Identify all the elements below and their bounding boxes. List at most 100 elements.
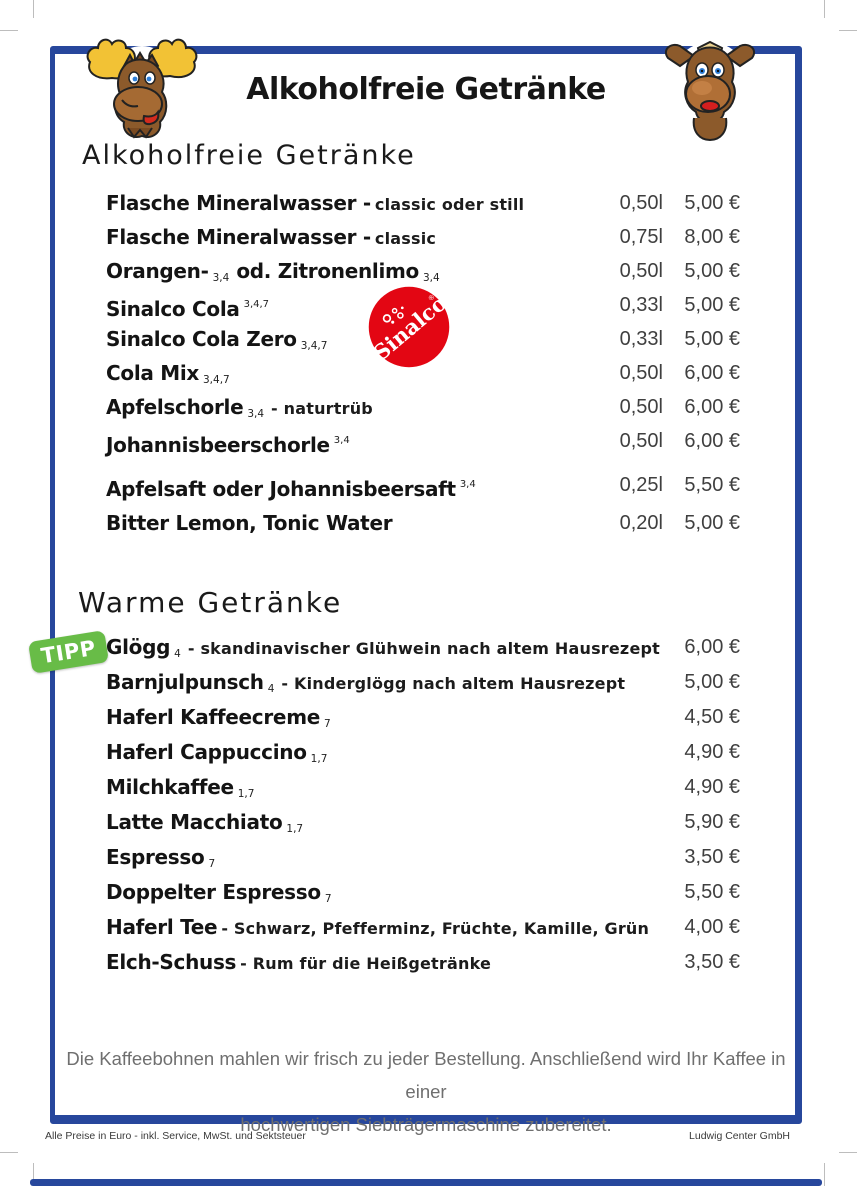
menu-item-row: Apfelschorle 3,4 - naturtrüb 0,50l 6,00 €: [106, 390, 740, 424]
menu-item-row: Barnjulpunsch 4 - Kinderglögg nach altem H…: [106, 665, 740, 700]
item-footnote-mark: 3,4,7: [203, 374, 230, 386]
item-price: 4,50 €: [684, 706, 740, 728]
item-description: - naturtrüb: [271, 399, 373, 418]
item-price: 5,00 €: [684, 192, 740, 214]
item-description: - Kinderglögg nach altem Hausrezept: [281, 674, 626, 693]
item-price: 4,90 €: [684, 741, 740, 763]
menu-item-row: Apfelsaft oder Johannisbeersaft 3,4 0,25l…: [106, 468, 740, 502]
item-price: 4,90 €: [684, 776, 740, 798]
item-size: 0,33l: [619, 328, 663, 350]
item-name: Barnjulpunsch: [106, 670, 264, 694]
crop-mark: [824, 0, 825, 18]
item-name: Glögg: [106, 635, 171, 659]
item-footnote-mark: 4: [174, 648, 181, 660]
item-price: 3,50 €: [684, 951, 740, 973]
menu-item-row: Glögg 4 - skandinavischer Glühwein nach al…: [106, 630, 740, 665]
crop-mark: [839, 30, 857, 31]
item-description: - Rum für die Heißgetränke: [240, 954, 492, 973]
item-description: classic: [374, 229, 437, 248]
item-description: - Schwarz, Pfefferminz, Früchte, Kamille…: [221, 919, 650, 938]
section-warm-heading: Warme Getränke: [78, 586, 343, 619]
item-name: Orangen-: [106, 259, 209, 283]
menu-item-row: Flasche Mineralwasser - classic oder stil…: [106, 186, 740, 220]
item-footnote-mark: 7: [324, 718, 331, 730]
item-price: 5,00 €: [684, 294, 740, 316]
menu-item-row: Sinalco Cola Zero 3,4,7 0,33l 5,00 €: [106, 322, 740, 356]
crop-mark: [839, 1152, 857, 1153]
item-footnote-mark: 3,4: [247, 408, 265, 420]
item-size: 0,75l: [619, 226, 663, 248]
item-footnote-mark: 3,4: [459, 479, 476, 490]
item-price: 6,00 €: [684, 362, 740, 384]
item-name: Haferl Tee: [106, 915, 218, 939]
item-name: Flasche Mineralwasser -: [106, 191, 371, 215]
item-price: 5,00 €: [684, 260, 740, 282]
crop-mark: [33, 1163, 34, 1186]
item-name: Milchkaffee: [106, 775, 234, 799]
item-name: Espresso: [106, 845, 205, 869]
item-footnote-mark: 1,7: [286, 823, 304, 835]
menu-item-row: Espresso 7 3,50 €: [106, 840, 740, 875]
item-size: 0,50l: [619, 260, 663, 282]
menu-item-row: Bitter Lemon, Tonic Water 0,20l 5,00 €: [106, 506, 740, 540]
item-footnote-mark: 3,4: [423, 272, 440, 284]
sinalco-registered-mark: ®: [426, 293, 436, 303]
item-price: 6,00 €: [684, 396, 740, 418]
item-name: Elch-Schuss: [106, 950, 237, 974]
page-border-frame: [50, 46, 802, 1124]
item-price: 5,90 €: [684, 811, 740, 833]
item-price: 4,00 €: [684, 916, 740, 938]
item-name: Doppelter Espresso: [106, 880, 321, 904]
footer-company-name: Ludwig Center GmbH: [689, 1130, 790, 1142]
item-size: 0,50l: [619, 362, 663, 384]
menu-item-row: Johannisbeerschorle 3,4 0,50l 6,00 €: [106, 424, 740, 458]
item-price: 5,50 €: [684, 474, 740, 496]
item-description: - skandinavischer Glühwein nach altem Ha…: [187, 639, 660, 658]
item-price: 5,00 €: [684, 512, 740, 534]
menu-item-row: Haferl Cappuccino 1,7 4,90 €: [106, 735, 740, 770]
section-cold-heading: Alkoholfreie Getränke: [82, 140, 416, 171]
item-footnote-mark: 1,7: [310, 753, 328, 765]
item-name: Haferl Cappuccino: [106, 740, 307, 764]
menu-item-row: Elch-Schuss - Rum für die Heißgetränke 3,…: [106, 945, 740, 980]
item-footnote-mark: 7: [208, 858, 216, 870]
item-price: 5,00 €: [684, 328, 740, 350]
item-size: 0,20l: [619, 512, 663, 534]
item-footnote-mark: 3,4: [212, 272, 230, 284]
menu-item-row: Sinalco Cola 3,4,7 0,33l 5,00 €: [106, 288, 740, 322]
item-price: 5,00 €: [684, 671, 740, 693]
item-size: 0,25l: [619, 474, 663, 496]
item-description: classic oder still: [374, 195, 525, 214]
menu-item-row: Haferl Tee - Schwarz, Pfefferminz, Frücht…: [106, 910, 740, 945]
cold-drinks-list: Flasche Mineralwasser - classic oder stil…: [106, 186, 740, 540]
menu-item-row: Flasche Mineralwasser - classic 0,75l 8,0…: [106, 220, 740, 254]
coffee-preparation-note: Die Kaffeebohnen mahlen wir frisch zu je…: [50, 1042, 802, 1141]
item-footnote-mark: 3,4: [333, 435, 350, 446]
crop-mark: [0, 30, 18, 31]
footer-prices-note: Alle Preise in Euro - inkl. Service, MwS…: [45, 1130, 306, 1142]
menu-item-row: Orangen- 3,4 od. Zitronenlimo 3,4 0,50l 5,0…: [106, 254, 740, 288]
moose-left-illustration: [86, 38, 198, 139]
menu-item-row: Doppelter Espresso 7 5,50 €: [106, 875, 740, 910]
item-footnote-mark: 3,4,7: [243, 299, 270, 310]
sinalco-logo: Sinalco ®: [364, 282, 454, 372]
crop-mark: [33, 0, 34, 18]
item-name: od. Zitronenlimo: [236, 259, 419, 283]
item-footnote-mark: 4: [267, 683, 275, 695]
item-size: 0,50l: [619, 192, 663, 214]
item-footnote-mark: 1,7: [237, 788, 255, 800]
item-name: Johannisbeerschorle: [106, 433, 330, 457]
item-name: Apfelsaft oder Johannisbeersaft: [106, 477, 456, 501]
item-name: Bitter Lemon, Tonic Water: [106, 511, 393, 535]
warm-drinks-list: Glögg 4- skandinavischer Glühwein nach al…: [106, 630, 740, 980]
coffee-note-line2: hochwertigen Siebträgermaschine zubereit…: [240, 1114, 612, 1135]
item-price: 8,00 €: [684, 226, 740, 248]
item-size: 0,33l: [619, 294, 663, 316]
item-name: Flasche Mineralwasser -: [106, 225, 371, 249]
menu-item-row: Cola Mix 3,4,7 0,50l 6,00 €: [106, 356, 740, 390]
item-name: Sinalco Cola: [106, 297, 240, 321]
item-name: Haferl Kaffeecreme: [106, 705, 320, 729]
menu-item-row: Haferl Kaffeecreme 7 4,50 €: [106, 700, 740, 735]
item-price: 6,00 €: [684, 636, 740, 658]
